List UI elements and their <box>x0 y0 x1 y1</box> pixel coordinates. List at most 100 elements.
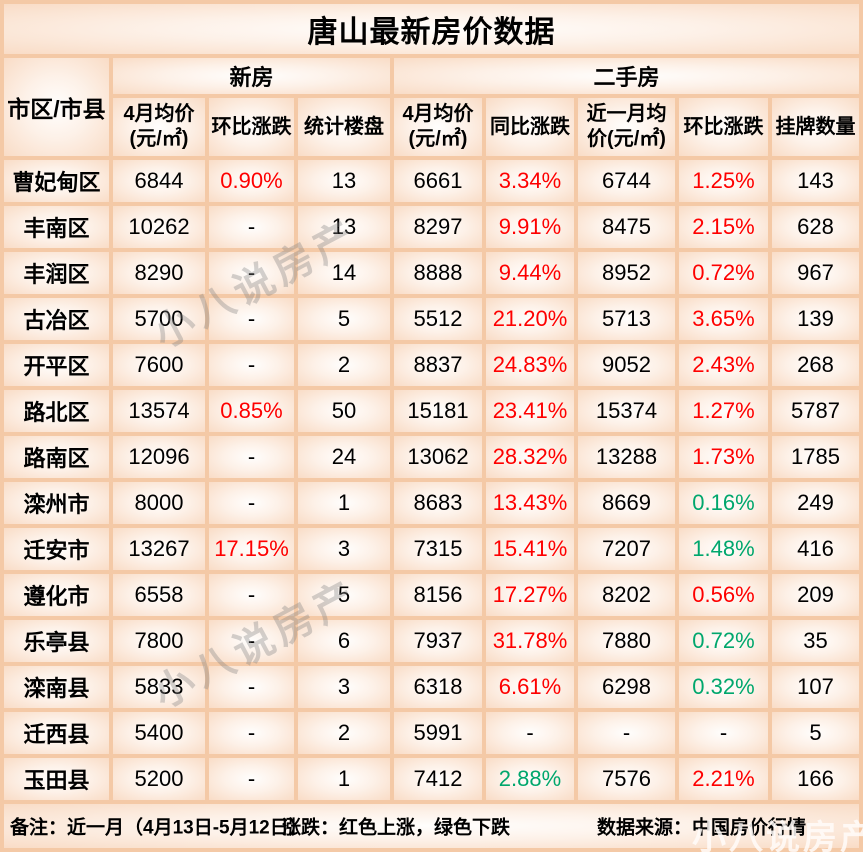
table-row: 滦州市 8000-1 8683 13.43% 8669 0.16% 249 <box>4 482 860 524</box>
footer-color-legend: 涨跌：红色上涨，绿色下跌 <box>282 817 511 839</box>
data-cell: 1 <box>298 758 390 800</box>
data-cell: - <box>578 712 675 754</box>
region-cell: 路南区 <box>4 436 109 478</box>
data-cell: 8888 <box>394 252 482 294</box>
region-cell: 玉田县 <box>4 758 109 800</box>
table-row: 迁安市 13267 17.15% 3 7315 15.41% 7207 1.48% 416 <box>4 528 860 570</box>
data-cell: 5512 <box>394 298 482 340</box>
data-cell: 1.73% <box>679 436 768 478</box>
data-cell: 7576 <box>578 758 675 800</box>
data-cell: 8475 <box>578 206 675 248</box>
data-cell: 8000 <box>113 482 205 524</box>
data-cell: 2 <box>298 344 390 386</box>
data-cell: - <box>209 482 294 524</box>
data-cell: 2 <box>298 712 390 754</box>
region-cell: 遵化市 <box>4 574 109 616</box>
region-cell: 滦州市 <box>4 482 109 524</box>
group-header-row: 市区/市县 新房 二手房 <box>4 58 860 156</box>
data-cell: 0.85% <box>209 390 294 432</box>
data-cell: 24 <box>298 436 390 478</box>
data-cell: 5713 <box>578 298 675 340</box>
data-cell: 7207 <box>578 528 675 570</box>
data-cell: 0.56% <box>679 574 768 616</box>
data-cell: 15181 <box>394 390 482 432</box>
data-cell: 2.88% <box>486 758 574 800</box>
data-cell: 31.78% <box>486 620 574 662</box>
table-row: 路北区 13574 0.85% 50 15181 23.41% 15374 1.27% 5787 <box>4 390 860 432</box>
data-cell: 24.83% <box>486 344 574 386</box>
data-cell: 628 <box>772 206 860 248</box>
data-cell: 6744 <box>578 160 675 202</box>
data-cell: 8297 <box>394 206 482 248</box>
data-cell: - <box>209 298 294 340</box>
data-cell: 1.48% <box>679 528 768 570</box>
table-row: 玉田县 5200-1 7412 2.88% 7576 2.21% 166 <box>4 758 860 800</box>
data-cell: 8290 <box>113 252 205 294</box>
data-cell: 9.91% <box>486 206 574 248</box>
data-cell: 23.41% <box>486 390 574 432</box>
header-col-1-4: 挂牌数量 <box>772 98 860 156</box>
data-cell: 13 <box>298 160 390 202</box>
region-cell: 古冶区 <box>4 298 109 340</box>
data-cell: 5 <box>298 574 390 616</box>
data-cell: 107 <box>772 666 860 708</box>
data-cell: 13 <box>298 206 390 248</box>
data-cell: 3.65% <box>679 298 768 340</box>
header-region: 市区/市县 <box>4 58 109 156</box>
table-row: 迁西县 5400-2 5991- - -5 <box>4 712 860 754</box>
header-col-1-3: 环比涨跌 <box>679 98 768 156</box>
data-cell: 967 <box>772 252 860 294</box>
data-cell: - <box>679 712 768 754</box>
data-cell: 0.72% <box>679 620 768 662</box>
data-cell: 5 <box>298 298 390 340</box>
data-cell: 1785 <box>772 436 860 478</box>
data-cell: 13288 <box>578 436 675 478</box>
table-row: 开平区 7600-2 8837 24.83% 9052 2.43% 268 <box>4 344 860 386</box>
data-cell: 12096 <box>113 436 205 478</box>
data-cell: 1 <box>298 482 390 524</box>
data-cell: 35 <box>772 620 860 662</box>
data-cell: 28.32% <box>486 436 574 478</box>
region-cell: 丰润区 <box>4 252 109 294</box>
header-group-new-house: 新房 <box>113 58 390 94</box>
table-row: 曹妃甸区 6844 0.90% 13 6661 3.34% 6744 1.25% 143 <box>4 160 860 202</box>
data-cell: 6558 <box>113 574 205 616</box>
data-cell: 13062 <box>394 436 482 478</box>
data-cell: - <box>486 712 574 754</box>
data-cell: 13574 <box>113 390 205 432</box>
region-cell: 滦南县 <box>4 666 109 708</box>
data-cell: 5700 <box>113 298 205 340</box>
data-cell: 7412 <box>394 758 482 800</box>
region-cell: 曹妃甸区 <box>4 160 109 202</box>
data-cell: 3 <box>298 528 390 570</box>
data-cell: 416 <box>772 528 860 570</box>
data-cell: 15374 <box>578 390 675 432</box>
data-cell: 8683 <box>394 482 482 524</box>
data-cell: 166 <box>772 758 860 800</box>
data-cell: 50 <box>298 390 390 432</box>
data-cell: 6844 <box>113 160 205 202</box>
data-cell: 1.27% <box>679 390 768 432</box>
data-cell: 6.61% <box>486 666 574 708</box>
data-cell: 0.32% <box>679 666 768 708</box>
page-title: 唐山最新房价数据 <box>4 4 860 54</box>
data-cell: 268 <box>772 344 860 386</box>
region-cell: 迁西县 <box>4 712 109 754</box>
region-cell: 乐亭县 <box>4 620 109 662</box>
data-cell: 7800 <box>113 620 205 662</box>
data-cell: 5833 <box>113 666 205 708</box>
footer-note: 备注：近一月（4月13日-5月12日） <box>10 817 308 839</box>
data-cell: 2.21% <box>679 758 768 800</box>
header-col-1-2: 近一月均价(元/㎡) <box>578 98 675 156</box>
data-cell: 8669 <box>578 482 675 524</box>
region-cell: 丰南区 <box>4 206 109 248</box>
region-cell: 开平区 <box>4 344 109 386</box>
data-cell: 13.43% <box>486 482 574 524</box>
data-cell: 17.27% <box>486 574 574 616</box>
data-cell: 10262 <box>113 206 205 248</box>
table-row: 滦南县 5833-3 6318 6.61% 6298 0.32% 107 <box>4 666 860 708</box>
data-cell: 8156 <box>394 574 482 616</box>
data-cell: 2.15% <box>679 206 768 248</box>
data-cell: 6 <box>298 620 390 662</box>
data-cell: 1.25% <box>679 160 768 202</box>
